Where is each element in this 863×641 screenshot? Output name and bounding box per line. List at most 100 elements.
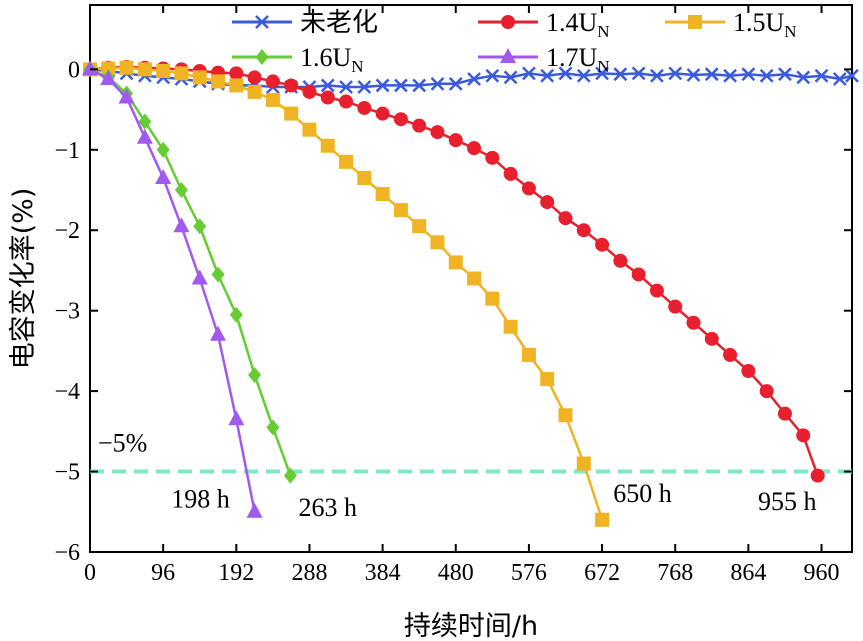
series-line: [89, 68, 256, 513]
x-tick-label: 672: [584, 560, 620, 586]
data-point: [393, 112, 408, 127]
ticks-layer: 0 96 192 288 384 480 576 672 768 864 9600−1−2−3−4−…: [54, 5, 852, 586]
y-tick-label: −2: [54, 218, 80, 244]
data-point: [558, 408, 573, 423]
data-point: [229, 66, 244, 81]
legend-marker: [501, 15, 515, 29]
data-point: [845, 68, 859, 83]
data-point: [503, 70, 518, 85]
data-point: [796, 428, 811, 443]
data-point: [339, 94, 354, 109]
data-point: [247, 84, 262, 99]
data-point: [100, 70, 117, 86]
data-point: [283, 467, 297, 484]
data-point: [741, 67, 756, 82]
data-point: [521, 181, 536, 196]
data-point: [576, 223, 591, 238]
x-tick-label: 768: [657, 560, 693, 586]
data-point: [723, 347, 738, 362]
x-axis-title: 持续时间/h: [404, 611, 538, 641]
data-point: [156, 63, 171, 78]
data-point: [228, 410, 245, 426]
data-point: [540, 68, 555, 83]
data-point: [118, 88, 135, 104]
legend: 未老化 1.4UN 1.5UN 1.6UN 1.7UN: [232, 8, 797, 76]
legend-label: 1.6UN: [300, 43, 364, 76]
annotations: 198 h 263 h 650 h 955 h: [171, 479, 816, 522]
data-point: [503, 319, 518, 334]
data-point: [357, 80, 372, 94]
legend-label: 1.7UN: [546, 43, 610, 76]
data-point: [320, 90, 335, 105]
data-point: [430, 235, 445, 250]
data-point: [741, 364, 756, 379]
data-point: [375, 78, 390, 93]
duration-annotation: 263 h: [298, 493, 357, 522]
data-point: [393, 203, 408, 218]
data-point: [302, 84, 317, 99]
data-point: [155, 168, 172, 184]
y-tick-label: −3: [54, 299, 80, 325]
x-tick-label: 0: [84, 560, 96, 586]
data-point: [814, 68, 829, 83]
legend-label: 1.5UN: [733, 8, 797, 41]
data-point: [576, 456, 591, 471]
legend-item: 1.5UN: [665, 8, 797, 41]
data-point: [540, 195, 555, 210]
data-point: [229, 78, 244, 93]
data-point: [650, 68, 664, 83]
data-point: [375, 106, 390, 121]
data-point: [595, 512, 610, 527]
data-point: [595, 237, 610, 252]
data-point: [430, 125, 445, 140]
data-point: [119, 60, 134, 75]
data-point: [503, 166, 518, 181]
data-point: [156, 141, 170, 158]
x-tick-label: 384: [365, 560, 401, 586]
plot-border: [89, 4, 853, 553]
data-point: [448, 133, 463, 148]
threshold-layer: −5%: [90, 429, 852, 474]
data-point: [229, 306, 243, 323]
data-point: [284, 106, 299, 121]
legend-item: 1.7UN: [478, 43, 610, 76]
data-point: [320, 78, 335, 93]
data-point: [467, 72, 481, 86]
data-point: [82, 60, 98, 76]
plot-frame: [89, 4, 853, 553]
x-tick-label: 192: [218, 560, 254, 586]
data-point: [576, 68, 591, 83]
data-point: [174, 182, 188, 199]
data-point: [467, 141, 482, 156]
y-tick-label: −6: [54, 540, 80, 566]
y-tick-label: −4: [54, 379, 80, 405]
x-tick-label: 96: [151, 560, 175, 586]
data-point: [357, 170, 372, 185]
x-tick-label: 288: [291, 560, 327, 586]
data-point: [248, 367, 262, 384]
threshold-label: −5%: [98, 429, 147, 458]
series-layer: [82, 59, 859, 527]
data-point: [430, 76, 445, 91]
data-point: [686, 68, 701, 82]
data-point: [558, 211, 573, 226]
data-point: [668, 299, 683, 314]
data-point: [138, 113, 152, 130]
data-point: [613, 67, 628, 82]
data-point: [485, 68, 500, 83]
legend-item: 未老化: [232, 8, 378, 37]
data-point: [485, 150, 500, 165]
data-point: [137, 62, 152, 77]
legend-label: 未老化: [300, 8, 378, 37]
data-point: [412, 78, 427, 93]
data-point: [595, 66, 609, 81]
data-point: [631, 66, 646, 81]
data-point: [832, 72, 847, 86]
x-tick-label: 960: [804, 560, 840, 586]
data-point: [211, 266, 225, 283]
data-point: [467, 271, 482, 286]
series-4: [83, 61, 297, 484]
x-tick-label: 576: [511, 560, 547, 586]
data-point: [174, 66, 189, 81]
